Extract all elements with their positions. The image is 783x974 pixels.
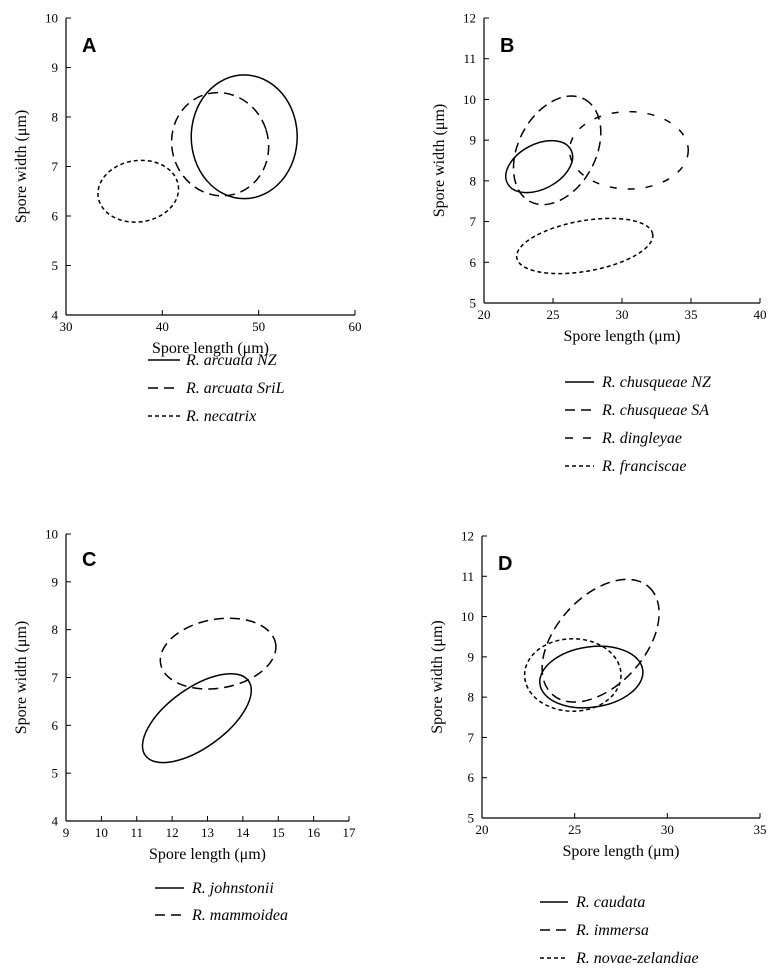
x-axis-label: Spore length (μm)	[149, 846, 266, 863]
y-tick-label: 4	[52, 814, 59, 829]
x-tick-label: 30	[60, 319, 73, 334]
y-tick-label: 10	[463, 92, 476, 107]
series-ellipse	[515, 217, 654, 275]
series-ellipse	[568, 110, 689, 190]
y-axis-label: Spore width (μm)	[431, 104, 448, 217]
series-ellipse	[190, 74, 298, 200]
y-tick-label: 6	[52, 209, 59, 224]
y-tick-label: 5	[52, 258, 59, 273]
x-tick-label: 12	[166, 825, 179, 840]
x-tick-label: 35	[685, 307, 698, 322]
legend-entry: R. necatrix	[185, 408, 256, 425]
panel-letter: A	[82, 35, 96, 57]
y-axis-label: Spore width (μm)	[13, 110, 30, 223]
series-ellipse	[523, 637, 622, 712]
y-tick-label: 8	[470, 173, 477, 188]
legend-entry: R. chusqueae SA	[601, 402, 709, 419]
y-tick-label: 7	[52, 159, 59, 174]
x-tick-label: 30	[661, 822, 674, 837]
panel-B: 5 6 7 8 9 10 11 12 20 25 30 35 40 Spore length (μm) Sp…	[431, 11, 767, 476]
series-ellipse	[512, 95, 602, 206]
x-tick-label: 11	[130, 825, 143, 840]
y-tick-label: 9	[52, 60, 59, 75]
y-tick-label: 5	[468, 811, 475, 826]
x-axis-label: Spore length (μm)	[563, 843, 680, 860]
x-tick-label: 17	[343, 825, 357, 840]
panel-C: 4 5 6 7 8 9 10 9 10 11 12 13 14 15 16 17 Spore length (μ…	[13, 527, 356, 925]
y-tick-label: 11	[461, 569, 474, 584]
panel-D: 5 6 7 8 9 10 11 12 20 25 30 35 Spore length (μm) Spor…	[429, 529, 767, 968]
x-tick-label: 40	[156, 319, 169, 334]
x-tick-label: 9	[63, 825, 70, 840]
x-tick-label: 14	[236, 825, 250, 840]
legend-entry: R. franciscae	[601, 458, 686, 475]
y-tick-label: 6	[52, 718, 59, 733]
legend-entry: R. caudata	[575, 894, 645, 911]
y-tick-label: 9	[468, 649, 475, 664]
y-tick-label: 5	[470, 296, 477, 311]
y-tick-label: 6	[470, 255, 477, 270]
y-tick-label: 6	[468, 770, 475, 785]
panel-letter: D	[498, 553, 512, 575]
y-axis-label: Spore width (μm)	[13, 621, 30, 734]
series-ellipse	[97, 159, 180, 223]
legend-entry: R. arcuata SriL	[185, 380, 285, 397]
x-tick-label: 40	[754, 307, 767, 322]
y-tick-label: 10	[45, 527, 58, 542]
legend-entry: R. dingleyae	[601, 430, 682, 447]
y-tick-label: 7	[470, 214, 477, 229]
y-tick-label: 12	[461, 529, 474, 544]
series-ellipse	[541, 578, 660, 703]
y-tick-label: 9	[52, 574, 59, 589]
legend-entry: R. johnstonii	[191, 880, 274, 897]
y-axis-label: Spore width (μm)	[429, 620, 446, 733]
x-tick-label: 30	[616, 307, 629, 322]
x-axis-label: Spore length (μm)	[564, 328, 681, 345]
legend-entry: R. chusqueae NZ	[601, 374, 712, 391]
panel-letter: B	[500, 35, 514, 57]
x-axis-label: Spore length (μm)	[152, 340, 269, 357]
legend-entry: R. immersa	[575, 922, 649, 939]
x-tick-label: 25	[547, 307, 560, 322]
y-tick-label: 8	[52, 110, 59, 125]
x-tick-label: 60	[349, 319, 362, 334]
x-tick-label: 25	[568, 822, 581, 837]
y-tick-label: 9	[470, 133, 477, 148]
x-tick-label: 15	[272, 825, 285, 840]
x-tick-label: 50	[252, 319, 265, 334]
y-tick-label: 12	[463, 11, 476, 26]
legend-entry: R. mammoidea	[191, 907, 288, 924]
series-ellipse	[141, 672, 253, 764]
y-tick-label: 8	[468, 690, 475, 705]
legend-entry: R. arcuata NZ	[185, 352, 278, 369]
y-tick-label: 11	[463, 51, 476, 66]
series-ellipse	[505, 139, 574, 194]
y-tick-label: 10	[45, 11, 58, 26]
series-ellipse	[159, 617, 277, 690]
series-ellipse	[170, 91, 270, 197]
x-tick-label: 20	[476, 822, 489, 837]
panel-A: 4 5 6 7 8 9 10 30 40 50 60 Spore length (μm) Spore w…	[13, 11, 362, 426]
legend-entry: R. novae-zelandiae	[575, 950, 699, 967]
series-ellipse	[539, 645, 644, 709]
x-tick-label: 20	[478, 307, 491, 322]
y-tick-label: 7	[468, 730, 475, 745]
x-tick-label: 10	[95, 825, 108, 840]
y-tick-label: 5	[52, 766, 59, 781]
x-tick-label: 16	[307, 825, 321, 840]
y-tick-label: 10	[461, 609, 474, 624]
panel-letter: C	[82, 549, 96, 571]
x-tick-label: 13	[201, 825, 214, 840]
y-tick-label: 7	[52, 670, 59, 685]
y-tick-label: 4	[52, 308, 59, 323]
y-tick-label: 8	[52, 622, 59, 637]
x-tick-label: 35	[754, 822, 767, 837]
